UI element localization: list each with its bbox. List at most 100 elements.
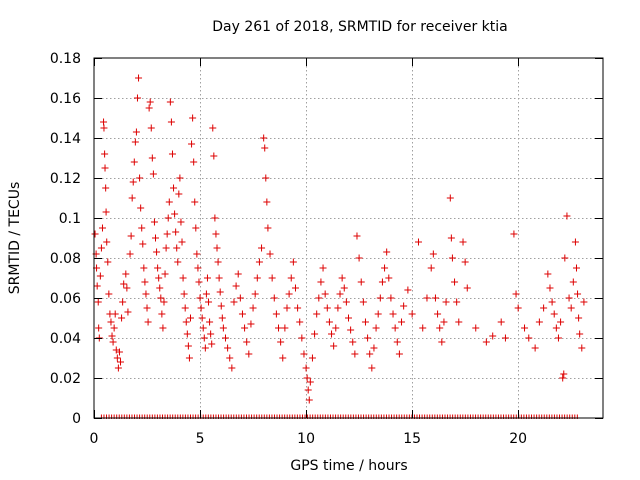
data-point: [512, 290, 520, 298]
data-point: [100, 124, 108, 132]
data-point: [132, 128, 140, 136]
data-point: [143, 304, 151, 312]
data-point: [328, 330, 336, 338]
data-point: [195, 278, 203, 286]
data-point: [482, 338, 490, 346]
data-point: [211, 214, 219, 222]
data-point: [137, 204, 145, 212]
data-point: [575, 314, 583, 322]
data-point: [268, 274, 276, 282]
data-point: [101, 150, 109, 158]
data-point: [393, 338, 401, 346]
data-point: [438, 338, 446, 346]
data-point: [205, 298, 213, 306]
x-tick-labels: 0 5 10 15 20: [90, 431, 528, 447]
data-point: [165, 198, 173, 206]
data-point: [238, 310, 246, 318]
data-point: [308, 354, 316, 362]
data-point: [201, 344, 209, 352]
data-point: [174, 258, 182, 266]
data-point: [442, 298, 450, 306]
data-point: [182, 318, 190, 326]
data-point: [176, 174, 184, 182]
data-point: [191, 198, 199, 206]
data-point: [149, 170, 157, 178]
data-point: [158, 310, 166, 318]
x-tick-label: 10: [297, 431, 315, 447]
data-point: [298, 334, 306, 342]
grid-lines: [94, 58, 603, 418]
data-point: [251, 290, 259, 298]
data-point: [353, 232, 361, 240]
data-point: [140, 264, 148, 272]
data-point: [232, 282, 240, 290]
data-point: [230, 298, 238, 306]
data-point: [303, 374, 311, 382]
data-point: [272, 310, 280, 318]
data-point: [414, 238, 422, 246]
data-point: [133, 94, 141, 102]
data-point: [366, 350, 374, 358]
data-point: [319, 264, 327, 272]
data-point: [497, 318, 505, 326]
data-point: [446, 194, 454, 202]
data-point: [381, 264, 389, 272]
data-point: [404, 286, 412, 294]
data-point: [153, 248, 161, 256]
data-point: [141, 278, 149, 286]
data-point: [429, 250, 437, 258]
data-point: [260, 134, 268, 142]
data-point: [210, 152, 218, 160]
data-point: [571, 238, 579, 246]
data-point: [110, 324, 118, 332]
data-point: [372, 324, 380, 332]
data-point: [569, 278, 577, 286]
data-point: [263, 198, 271, 206]
data-point: [194, 264, 202, 272]
data-point: [521, 324, 529, 332]
y-tick-label: 0.04: [50, 331, 81, 347]
data-point: [296, 318, 304, 326]
chart-title: Day 261 of 2018, SRMTID for receiver kti…: [212, 19, 507, 35]
x-tick-label: 20: [509, 431, 527, 447]
data-point: [359, 298, 367, 306]
data-point: [188, 140, 196, 148]
data-point: [387, 294, 395, 302]
data-point: [427, 264, 435, 272]
data-point: [184, 342, 192, 350]
data-point: [535, 318, 543, 326]
data-point: [300, 350, 308, 358]
data-point: [567, 304, 575, 312]
data-point: [206, 318, 214, 326]
data-point: [167, 118, 175, 126]
data-point: [111, 310, 119, 318]
data-point: [185, 354, 193, 362]
data-point: [96, 272, 104, 280]
data-point: [178, 238, 186, 246]
data-point: [91, 230, 99, 238]
y-tick-label: 0.08: [50, 251, 81, 267]
data-point: [370, 344, 378, 352]
data-point: [168, 150, 176, 158]
data-point: [398, 318, 406, 326]
data-point: [119, 298, 127, 306]
data-point: [531, 344, 539, 352]
plot-frame: [93, 57, 604, 419]
y-tick-label: 0: [72, 411, 81, 427]
data-point: [514, 304, 522, 312]
data-point: [166, 98, 174, 106]
data-point: [546, 284, 554, 292]
data-point: [306, 378, 314, 386]
data-point: [181, 304, 189, 312]
data-point: [279, 354, 287, 362]
data-point: [202, 290, 210, 298]
data-point: [270, 294, 278, 302]
data-point: [383, 248, 391, 256]
data-point: [281, 324, 289, 332]
data-point: [103, 238, 111, 246]
data-point: [186, 314, 194, 322]
data-point: [193, 250, 201, 258]
data-point: [130, 158, 138, 166]
data-point: [266, 250, 274, 258]
data-point: [164, 214, 172, 222]
